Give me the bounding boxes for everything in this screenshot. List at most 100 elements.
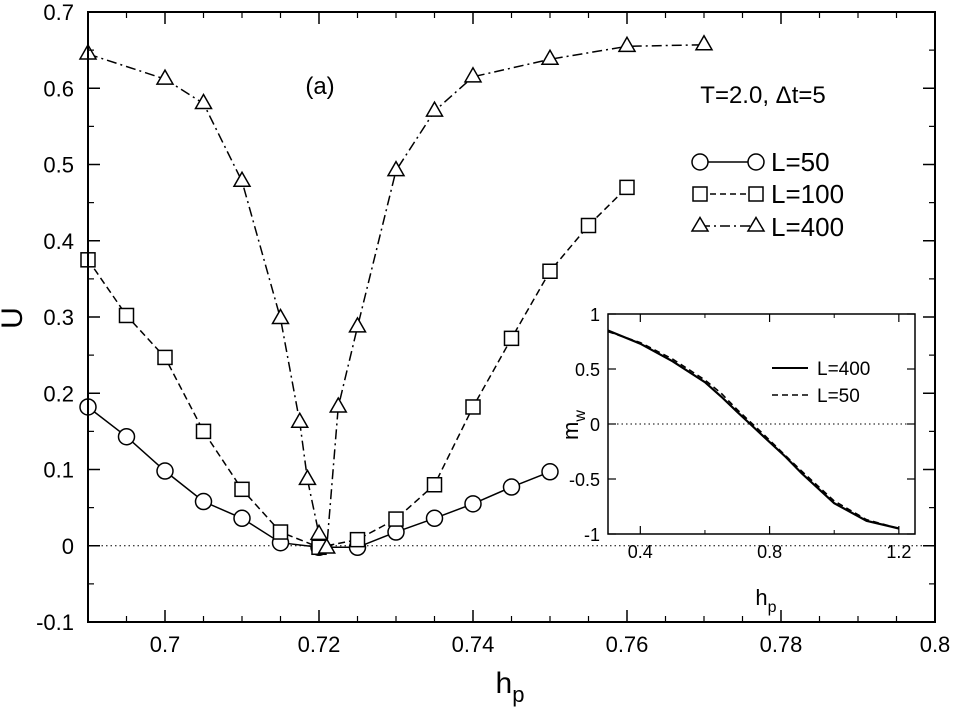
legend-marker-circle [747, 153, 765, 171]
x-tick-label: 0.8 [920, 632, 951, 657]
marker-l-400 [317, 537, 336, 554]
inset-y-tick-label: -0.5 [569, 470, 600, 490]
legend-marker-triangle [690, 216, 710, 232]
y-tick-label: 0.3 [43, 305, 74, 330]
inset-legend-entry-l400: L=400 [772, 359, 870, 380]
legend-label-l50: L=50 [771, 147, 830, 177]
marker-l-100 [426, 477, 443, 493]
inset-legend: L=400 L=50 [772, 359, 870, 407]
legend-marker-square [692, 186, 708, 202]
y-tick-label: 0.7 [43, 0, 74, 25]
marker-l-400 [328, 396, 348, 413]
inset-x-axis-title: hp [755, 585, 776, 616]
main-plot-frame [87, 11, 936, 623]
inset-y-tick-label: -1 [584, 525, 600, 545]
x-tick-label: 0.76 [606, 632, 649, 657]
inset-y-axis-title: mw [558, 410, 589, 440]
y-tick-label: -0.1 [36, 610, 74, 635]
inset-x-tick-label: 1.2 [886, 542, 911, 562]
main-legend: L=50 L=100 L=400 [690, 147, 844, 242]
marker-l-400 [194, 92, 213, 110]
inset-legend-label-l50: L=50 [817, 386, 860, 407]
marker-l-400 [298, 468, 317, 486]
marker-l-400 [386, 160, 406, 177]
marker-l-50 [233, 509, 251, 528]
marker-l-50 [194, 492, 213, 511]
x-tick-label: 0.7 [150, 632, 181, 657]
y-axis-title: U [0, 307, 29, 329]
series-line-l-400 [87, 44, 705, 551]
marker-l-100 [272, 524, 289, 540]
x-tick-label: 0.74 [452, 632, 495, 657]
marker-l-400 [290, 411, 310, 428]
legend-entry-l400: L=400 [690, 212, 844, 242]
marker-l-400 [463, 66, 483, 83]
marker-l-400 [425, 100, 444, 117]
inset-x-tick-label: 0.4 [628, 542, 653, 562]
marker-l-100 [465, 399, 481, 415]
main-series-markers [78, 34, 714, 557]
y-tick-label: 0.1 [43, 458, 74, 483]
marker-l-100 [234, 481, 250, 498]
legend-label-l400: L=400 [771, 212, 844, 242]
marker-l-400 [232, 170, 252, 188]
inset-y-tick-label: 0.5 [575, 360, 600, 380]
inset-legend-label-l400: L=400 [817, 359, 870, 380]
marker-l-50 [117, 427, 136, 446]
marker-l-50 [464, 495, 482, 513]
inset-y-axis-title-main: m [558, 422, 583, 440]
y-tick-label: 0.4 [43, 229, 74, 254]
marker-l-400 [617, 35, 637, 53]
y-tick-label: 0 [62, 534, 74, 559]
marker-l-50 [425, 509, 444, 528]
inset-series-line-l-50 [607, 330, 900, 530]
marker-l-100 [195, 423, 212, 440]
marker-l-100 [388, 511, 404, 527]
legend-marker-triangle [746, 216, 766, 232]
marker-l-400 [271, 308, 290, 325]
marker-l-400 [348, 316, 367, 333]
inset-x-axis-title-main: h [755, 585, 767, 610]
y-tick-label: 0.5 [43, 153, 74, 178]
marker-l-100 [619, 179, 635, 196]
marker-l-100 [580, 217, 597, 234]
inset-plot-frame [607, 313, 916, 535]
parameter-annotation: T=2.0, Δt=5 [700, 82, 825, 109]
marker-l-400 [694, 34, 714, 51]
inset-series-lines [607, 329, 900, 530]
legend-marker-square [748, 186, 764, 202]
legend-entry-l50: L=50 [691, 147, 830, 177]
inset-y-axis-title-subscript: w [572, 410, 589, 423]
marker-l-100 [349, 531, 366, 548]
marker-l-100 [157, 349, 173, 366]
marker-l-400 [155, 68, 175, 85]
marker-l-100 [118, 307, 135, 324]
inset-x-axis-title-subscript: p [768, 599, 777, 616]
inset-y-tick-label: 1 [590, 305, 600, 325]
x-axis-title: hp [496, 667, 525, 707]
inset-x-tick-label: 0.8 [757, 542, 782, 562]
y-tick-label: 0.2 [43, 381, 74, 406]
series-line-l-100 [87, 186, 628, 549]
legend-entry-l100: L=100 [692, 179, 844, 209]
legend-marker-circle [691, 153, 709, 171]
inset-legend-entry-l50: L=50 [772, 386, 860, 407]
marker-l-50 [156, 462, 174, 480]
inset-axis-ticks: 0.4 0.8 1.2 -1 -0.5 0 0.5 1 [569, 305, 915, 562]
x-tick-label: 0.72 [298, 632, 341, 657]
marker-l-50 [541, 463, 559, 481]
marker-l-100 [503, 330, 520, 347]
marker-l-100 [542, 263, 558, 279]
x-axis-title-main: h [496, 667, 513, 700]
legend-label-l100: L=100 [771, 179, 844, 209]
y-tick-label: 0.6 [43, 76, 74, 101]
panel-label: (a) [305, 73, 334, 100]
inset-y-tick-label: 0 [590, 415, 600, 435]
inset-series-line-l-400 [607, 329, 900, 530]
marker-l-50 [502, 478, 521, 496]
marker-l-400 [309, 523, 329, 541]
main-axis-ticks: 0.7 0.72 0.74 0.76 0.78 0.8-0.100.10.20.30.40… [36, 0, 950, 657]
marker-l-400 [540, 48, 560, 66]
x-axis-title-subscript: p [512, 682, 524, 707]
